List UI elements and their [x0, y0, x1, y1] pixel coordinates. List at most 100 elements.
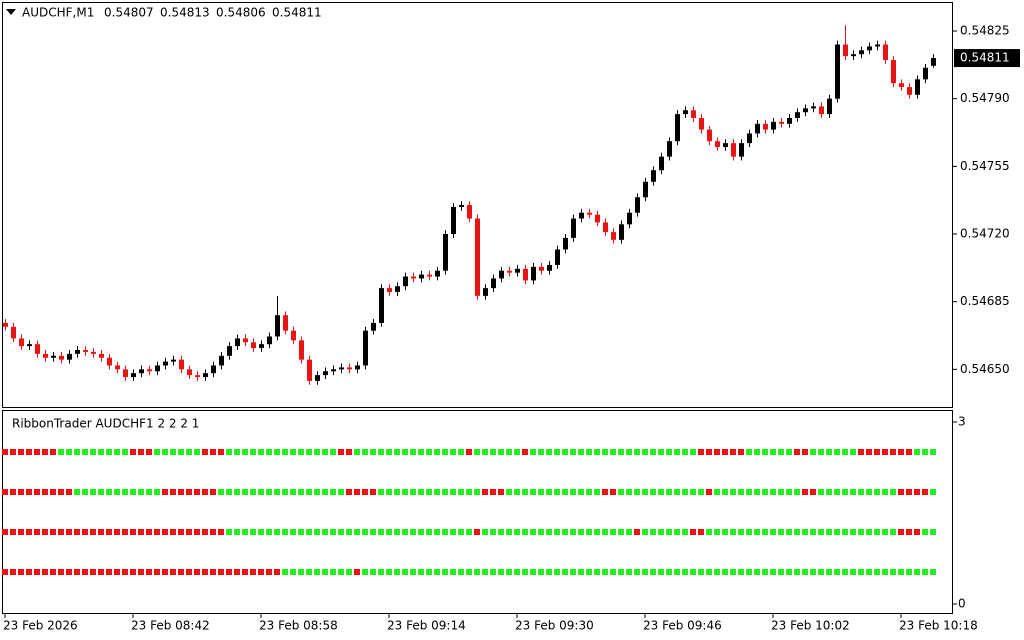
ribbon-cell — [914, 489, 920, 495]
ribbon-cell — [666, 489, 672, 495]
ribbon-cell — [834, 449, 840, 455]
ribbon-cell — [242, 489, 248, 495]
ribbon-cell — [562, 489, 568, 495]
ribbon-cell — [394, 529, 400, 535]
ribbon-cell — [562, 569, 568, 575]
menu-triangle[interactable] — [6, 9, 16, 15]
ribbon-cell — [650, 529, 656, 535]
candle-body — [643, 181, 648, 198]
ribbon-cell — [922, 569, 928, 575]
ribbon-cell — [818, 569, 824, 575]
ribbon-cell — [242, 449, 248, 455]
ribbon-cell — [786, 489, 792, 495]
ribbon-cell — [194, 449, 200, 455]
ribbon-cell — [130, 489, 136, 495]
ribbon-cell — [562, 449, 568, 455]
ribbon-cell — [122, 489, 128, 495]
ribbon-cell — [762, 449, 768, 455]
ribbon-cell — [410, 449, 416, 455]
ribbon-cell — [642, 569, 648, 575]
ribbon-cell — [218, 449, 224, 455]
ribbon-cell — [282, 569, 288, 575]
ribbon-cell — [714, 569, 720, 575]
ribbon-cell — [74, 529, 80, 535]
ribbon-cell — [650, 569, 656, 575]
ribbon-cell — [738, 489, 744, 495]
ribbon-cell — [906, 569, 912, 575]
ribbon-cell — [850, 529, 856, 535]
candle-body — [451, 206, 456, 234]
ribbon-cell — [306, 529, 312, 535]
ribbon-cell — [26, 569, 32, 575]
y-tick-label: 0.54685 — [960, 294, 1010, 308]
ribbon-cell — [930, 569, 936, 575]
ribbon-cell — [10, 529, 16, 535]
ribbon-cell — [794, 489, 800, 495]
ribbon-cell — [186, 449, 192, 455]
ribbon-cell — [874, 489, 880, 495]
ribbon-cell — [522, 569, 528, 575]
ribbon-cell — [66, 449, 72, 455]
candle-body — [803, 108, 808, 113]
ribbon-cell — [482, 449, 488, 455]
ribbon-cell — [826, 569, 832, 575]
ribbon-cell — [426, 529, 432, 535]
ribbon-cell — [194, 569, 200, 575]
candle-body — [707, 129, 712, 142]
ribbon-cell — [802, 489, 808, 495]
ribbon-cell — [850, 489, 856, 495]
candle-body — [883, 44, 888, 60]
ribbon-cell — [682, 569, 688, 575]
ribbon-cell — [674, 569, 680, 575]
header-close: 0.54811 — [272, 6, 322, 20]
current-price-box — [954, 49, 1020, 68]
ribbon-cell — [18, 449, 24, 455]
ribbon-cell — [722, 489, 728, 495]
candle-body — [91, 351, 96, 354]
ribbon-cell — [618, 449, 624, 455]
ribbon-cell — [906, 489, 912, 495]
ribbon-cell — [362, 529, 368, 535]
ribbon-cell — [578, 489, 584, 495]
ribbon-cell — [450, 449, 456, 455]
ribbon-cell — [170, 449, 176, 455]
ribbon-cell — [562, 529, 568, 535]
ribbon-cell — [930, 489, 936, 495]
ribbon-cell — [642, 489, 648, 495]
ribbon-cell — [650, 489, 656, 495]
ribbon-cell — [490, 529, 496, 535]
ribbon-cell — [306, 489, 312, 495]
ribbon-cell — [594, 449, 600, 455]
ribbon-cell — [354, 529, 360, 535]
candle-body — [819, 106, 824, 115]
ribbon-cell — [322, 449, 328, 455]
ribbon-cell — [234, 489, 240, 495]
ribbon-cell — [666, 529, 672, 535]
ribbon-cell — [810, 449, 816, 455]
ribbon-cell — [554, 569, 560, 575]
candle-body — [3, 322, 8, 327]
ribbon-cell — [90, 449, 96, 455]
ribbon-cell — [274, 489, 280, 495]
ribbon-cell — [90, 489, 96, 495]
ribbon-cell — [626, 449, 632, 455]
ribbon-cell — [850, 569, 856, 575]
candle-body — [931, 58, 936, 66]
ribbon-cell — [338, 449, 344, 455]
candle-body — [627, 212, 632, 225]
ribbon-cell — [74, 569, 80, 575]
candle-body — [571, 218, 576, 238]
candle-body — [443, 234, 448, 271]
ribbon-cell — [610, 489, 616, 495]
ribbon-cell — [106, 489, 112, 495]
ribbon-cell — [706, 489, 712, 495]
ribbon-cell — [530, 449, 536, 455]
ribbon-cell — [762, 529, 768, 535]
ribbon-cell — [586, 529, 592, 535]
ribbon-cell — [466, 569, 472, 575]
ribbon-cell — [898, 449, 904, 455]
ribbon-cell — [338, 489, 344, 495]
ribbon-cell — [666, 569, 672, 575]
ribbon-cell — [394, 449, 400, 455]
ribbon-cell — [186, 489, 192, 495]
